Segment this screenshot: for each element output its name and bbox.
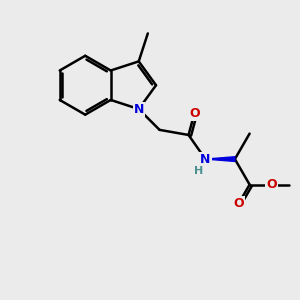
Text: N: N — [134, 103, 144, 116]
Polygon shape — [206, 157, 235, 161]
Text: N: N — [200, 153, 211, 166]
Text: H: H — [194, 166, 203, 176]
Text: O: O — [266, 178, 277, 191]
Text: O: O — [233, 197, 244, 210]
Text: O: O — [189, 107, 200, 120]
